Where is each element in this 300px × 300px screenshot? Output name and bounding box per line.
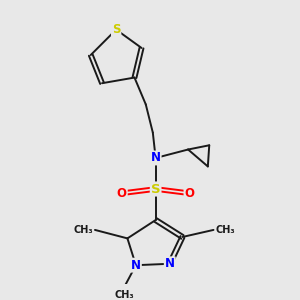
Text: CH₃: CH₃ <box>216 225 236 235</box>
Text: N: N <box>165 257 175 270</box>
Text: O: O <box>184 187 194 200</box>
Text: N: N <box>151 152 160 164</box>
Text: CH₃: CH₃ <box>115 290 134 300</box>
Text: S: S <box>151 182 160 196</box>
Text: O: O <box>117 187 127 200</box>
Text: CH₃: CH₃ <box>73 225 93 235</box>
Text: N: N <box>131 259 141 272</box>
Text: S: S <box>112 23 120 36</box>
